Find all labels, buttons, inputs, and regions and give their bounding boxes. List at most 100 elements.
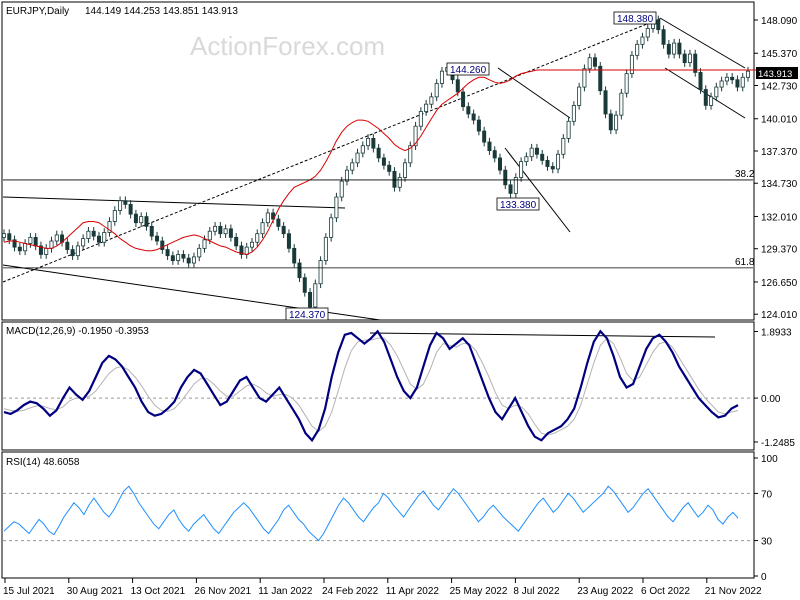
- annotation-text: 124.370: [289, 310, 326, 321]
- candle-body: [645, 28, 650, 38]
- last-price-value: 143.913: [758, 69, 792, 80]
- candle: [439, 66, 444, 88]
- candle: [12, 235, 17, 252]
- candle-body: [387, 164, 392, 172]
- candle: [181, 250, 186, 263]
- candle: [139, 212, 144, 227]
- macd-tick-label: -1.2485: [761, 438, 795, 449]
- candle: [302, 273, 307, 297]
- candle-body: [334, 196, 339, 219]
- candle-body: [461, 91, 466, 108]
- candle-body: [740, 76, 745, 88]
- candle: [693, 49, 698, 77]
- candle-body: [197, 247, 202, 258]
- annotation-box: [446, 62, 490, 76]
- candle-body: [91, 230, 96, 237]
- candle-body: [286, 233, 291, 249]
- candle-body: [408, 145, 413, 164]
- candle: [666, 40, 671, 59]
- candle: [218, 222, 223, 238]
- candle: [603, 86, 608, 119]
- macd-ticks: 1.8933 0.00 -1.2485: [3, 328, 795, 449]
- annotation-text: 133.380: [500, 200, 537, 211]
- candle-body: [102, 232, 107, 243]
- candle: [197, 244, 202, 262]
- candle-body: [191, 256, 196, 264]
- resist-line-2: [659, 17, 746, 69]
- candle-body: [207, 230, 212, 241]
- candle-body: [350, 162, 355, 171]
- candle-body: [128, 203, 133, 215]
- candle-body: [202, 239, 207, 249]
- price-annotations: 148.380 144.260 133.380 124.370: [285, 11, 657, 321]
- x-tick-label: 11 Jan 2022: [258, 586, 313, 597]
- candle: [709, 92, 714, 110]
- candle-body: [281, 225, 286, 235]
- candle-body: [376, 147, 381, 159]
- candle: [2, 229, 7, 242]
- candle-body: [397, 177, 402, 188]
- candle: [17, 242, 22, 256]
- rsi-tick-label: 100: [761, 454, 778, 465]
- candle: [429, 92, 434, 109]
- candle: [160, 236, 165, 254]
- candle: [123, 196, 128, 209]
- candle: [397, 173, 402, 192]
- candle-body: [392, 170, 397, 188]
- candle-body: [545, 159, 550, 167]
- candle-body: [466, 106, 471, 115]
- resist-line-1: [497, 67, 571, 119]
- candle-body: [86, 230, 91, 239]
- candle-body: [96, 235, 101, 243]
- x-tick-label: 11 Apr 2022: [386, 586, 440, 597]
- candle: [297, 258, 302, 282]
- candle-body: [556, 153, 561, 170]
- candle: [339, 176, 344, 202]
- candle: [355, 148, 360, 168]
- candle: [170, 251, 175, 265]
- candle: [508, 180, 513, 198]
- candle: [366, 134, 371, 151]
- price-tick-label: 134.730: [761, 179, 798, 190]
- candle: [577, 82, 582, 110]
- candle-body: [360, 145, 365, 154]
- candle-body: [292, 247, 297, 264]
- fib-levels: 38.2 61.8: [3, 169, 755, 269]
- candle: [75, 241, 80, 260]
- candle-body: [38, 245, 43, 255]
- candle-body: [366, 137, 371, 147]
- candle: [344, 165, 349, 186]
- candle-body: [12, 239, 17, 248]
- candle-body: [265, 212, 270, 224]
- candle: [86, 226, 91, 243]
- candle-body: [329, 217, 334, 238]
- candle: [91, 226, 96, 241]
- candle-body: [434, 83, 439, 98]
- x-tick-label: 23 Aug 2022: [577, 586, 634, 597]
- candle-body: [355, 152, 360, 164]
- candle: [461, 87, 466, 111]
- candle: [149, 222, 154, 241]
- candle: [682, 49, 687, 67]
- price-tick-label: 137.370: [761, 147, 798, 158]
- candle: [524, 152, 529, 166]
- candle: [619, 88, 624, 120]
- price-tick-label: 124.010: [761, 310, 798, 321]
- candle: [213, 222, 218, 236]
- candle-body: [186, 257, 191, 264]
- candle: [44, 244, 49, 259]
- candle-body: [170, 255, 175, 261]
- candle: [286, 229, 291, 253]
- candle: [292, 244, 297, 268]
- candle: [81, 234, 86, 251]
- candle: [740, 73, 745, 92]
- candle: [624, 69, 629, 98]
- candle: [492, 146, 497, 163]
- candle: [244, 242, 249, 259]
- candle: [476, 115, 481, 136]
- candle-body: [403, 162, 408, 178]
- candle-body: [677, 42, 682, 55]
- fib-label: 61.8: [735, 257, 755, 268]
- candle: [334, 192, 339, 223]
- candle-body: [714, 86, 719, 98]
